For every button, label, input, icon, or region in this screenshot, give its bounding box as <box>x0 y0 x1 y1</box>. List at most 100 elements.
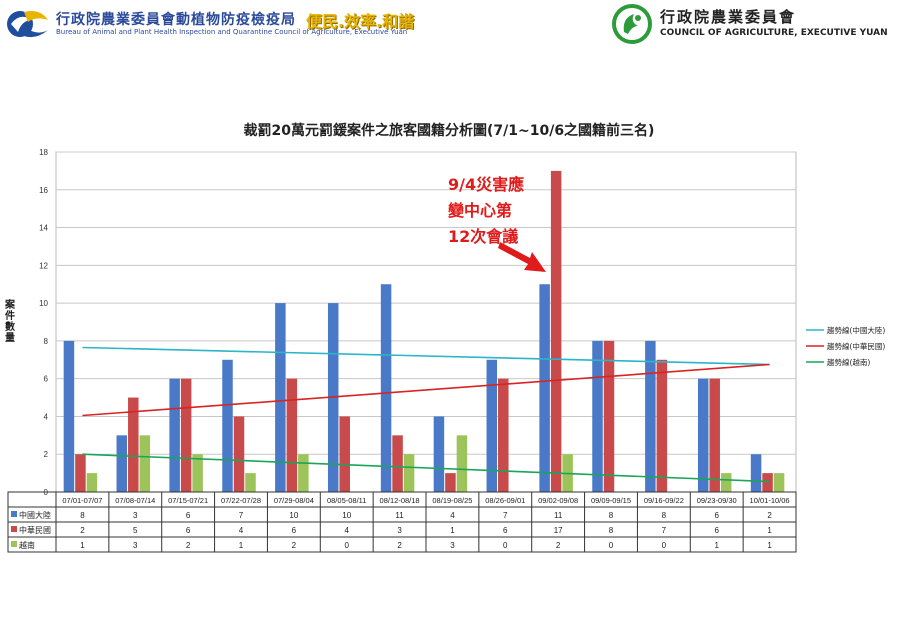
bar <box>656 359 668 492</box>
bar <box>773 473 785 492</box>
data-label: 2 <box>80 526 85 535</box>
x-tick-label: 08/26-09/01 <box>485 496 525 505</box>
bar <box>550 170 562 492</box>
data-label: 17 <box>554 526 563 535</box>
bar <box>445 473 456 492</box>
data-label: 1 <box>450 526 455 535</box>
data-label: 4 <box>450 511 455 520</box>
table-legend-swatch <box>11 511 17 517</box>
bar <box>645 340 656 492</box>
trendline <box>82 363 770 417</box>
bar <box>456 435 468 492</box>
bar <box>180 378 192 492</box>
bar <box>750 454 762 492</box>
legend-entry: 趨勢線(中國大陸) <box>827 325 885 335</box>
data-label: 1 <box>239 541 244 550</box>
data-label: 6 <box>186 526 191 535</box>
x-tick-label: 08/12-08/18 <box>380 496 420 505</box>
annotation-line-2: 變中心第 <box>448 201 513 220</box>
bar <box>720 473 732 492</box>
data-label: 3 <box>397 526 402 535</box>
y-axis-label: 案件數量 <box>5 300 15 344</box>
event-annotation: 9/4災害應 變中心第 12次會議 <box>448 172 558 250</box>
data-label: 0 <box>662 541 667 550</box>
baphiq-seal-icon <box>7 11 48 38</box>
bar <box>709 378 720 492</box>
bar <box>63 340 75 492</box>
data-label: 10 <box>342 511 351 520</box>
page-header: 行政院農業委員會動植物防疫檢疫局 Bureau of Animal and Pl… <box>0 0 898 60</box>
bar <box>380 284 392 492</box>
legend-entry: 趨勢線(越南) <box>827 357 870 367</box>
x-tick-label: 10/01-10/06 <box>750 496 790 505</box>
bar <box>339 416 350 492</box>
left-org-name-zh: 行政院農業委員會動植物防疫檢疫局 <box>56 12 296 28</box>
annotation-line-3: 12次會議 <box>448 227 519 246</box>
data-label: 1 <box>767 526 772 535</box>
data-label: 6 <box>186 511 191 520</box>
data-label: 7 <box>503 511 508 520</box>
data-label: 10 <box>289 511 298 520</box>
bar <box>233 416 245 492</box>
bar <box>603 340 615 492</box>
right-org-name-zh: 行政院農業委員會 <box>660 8 797 26</box>
bar <box>192 454 203 492</box>
bar <box>592 340 603 492</box>
y-tick-label: 6 <box>44 375 49 384</box>
x-tick-label: 07/29-08/04 <box>274 496 314 505</box>
bar <box>139 435 151 492</box>
bar <box>403 454 415 492</box>
x-tick-label: 07/15-07/21 <box>168 496 208 505</box>
x-tick-label: 08/19-08/25 <box>432 496 472 505</box>
data-label: 0 <box>609 541 614 550</box>
data-label: 6 <box>503 526 508 535</box>
trendline <box>82 346 770 366</box>
table-series-name: 中華民國 <box>19 525 51 535</box>
bar <box>245 473 256 492</box>
data-label: 3 <box>133 511 138 520</box>
data-label: 2 <box>292 541 297 550</box>
data-label: 6 <box>714 526 719 535</box>
data-label: 6 <box>292 526 297 535</box>
y-tick-label: 16 <box>39 186 48 195</box>
data-label: 3 <box>450 541 455 550</box>
data-label: 4 <box>239 526 244 535</box>
data-label: 7 <box>239 511 244 520</box>
x-tick-label: 09/23-09/30 <box>697 496 737 505</box>
bar <box>498 378 509 492</box>
annotation-arrow-icon <box>498 242 546 272</box>
data-label: 2 <box>556 541 561 550</box>
data-label: 1 <box>80 541 85 550</box>
data-label: 2 <box>397 541 402 550</box>
y-tick-label: 14 <box>39 224 48 233</box>
bar <box>75 454 86 492</box>
x-tick-label: 09/09-09/15 <box>591 496 631 505</box>
x-tick-label: 08/05-08/11 <box>327 496 366 505</box>
annotation-line-1: 9/4災害應 <box>448 175 525 194</box>
chart-title: 裁罰20萬元罰鍰案件之旅客國籍分析圖(7/1~10/6之國籍前三名) <box>243 123 655 139</box>
data-label: 3 <box>133 541 138 550</box>
coa-seal-icon <box>612 4 652 44</box>
bar <box>433 416 445 492</box>
plot-area <box>55 151 797 493</box>
data-label: 8 <box>80 511 85 520</box>
table-legend-swatch <box>11 526 17 532</box>
table-legend-swatch <box>11 541 17 547</box>
x-tick-label: 07/08-07/14 <box>115 496 155 505</box>
data-label: 1 <box>767 541 772 550</box>
right-org-name-en: COUNCIL OF AGRICULTURE, EXECUTIVE YUAN <box>660 28 888 38</box>
data-label: 8 <box>609 526 614 535</box>
bar <box>697 378 709 492</box>
data-label: 6 <box>714 511 719 520</box>
bar <box>392 435 403 492</box>
table-series-name: 中國大陸 <box>19 510 51 520</box>
y-tick-label: 18 <box>39 148 48 157</box>
bar <box>762 473 773 492</box>
bar <box>275 303 286 492</box>
bar <box>116 435 128 492</box>
bar <box>128 397 139 492</box>
data-label: 0 <box>344 541 349 550</box>
data-label: 11 <box>554 511 563 520</box>
y-tick-label: 12 <box>39 261 48 270</box>
